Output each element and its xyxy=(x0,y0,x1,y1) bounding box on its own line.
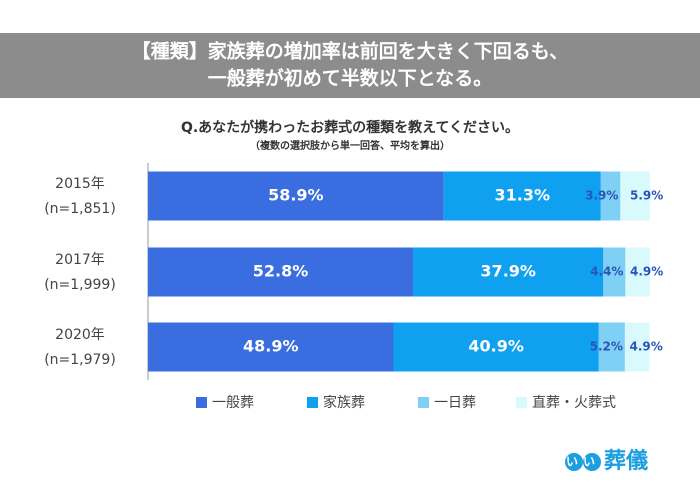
value-label: 40.9% xyxy=(468,337,524,356)
bar-segment xyxy=(624,322,650,372)
category-note: (n=1,979) xyxy=(44,352,116,368)
chart-title: 一般葬が初めて半数以下となる。 xyxy=(208,67,492,90)
value-label: 58.9% xyxy=(268,186,324,205)
logo-name: 葬儀 xyxy=(604,448,648,474)
legend-swatch xyxy=(196,397,207,408)
category-label: 2020年 xyxy=(55,327,105,343)
legend-swatch xyxy=(516,397,527,408)
value-label: 4.9% xyxy=(629,340,662,354)
value-label: 4.9% xyxy=(630,265,663,279)
legend-label: 直葬・火葬式 xyxy=(532,394,616,411)
bar-segment xyxy=(148,171,444,221)
logo: いい 葬儀 xyxy=(565,448,648,474)
legend-label: 一日葬 xyxy=(434,395,476,411)
value-label: 48.9% xyxy=(243,337,299,356)
bar-segment xyxy=(443,171,601,221)
logo-mark: いい xyxy=(566,455,600,469)
logo-circle xyxy=(583,453,601,471)
bar-segment xyxy=(620,171,650,221)
bar-segment xyxy=(148,322,394,372)
logo-circle xyxy=(565,453,583,471)
category-label: 2017年 xyxy=(55,252,105,268)
legend-label: 一般葬 xyxy=(212,395,254,411)
legend-swatch xyxy=(418,397,429,408)
bar-segment xyxy=(413,247,604,297)
bar-segment xyxy=(148,247,414,297)
legend-label: 家族葬 xyxy=(323,394,365,411)
bar-segment xyxy=(393,322,599,372)
value-label: 5.9% xyxy=(630,189,663,203)
subtitle: Q.あなたが携わったお葬式の種類を教えてください。 xyxy=(181,119,519,136)
note: （複数の選択肢から単一回答、平均を算出） xyxy=(250,139,450,152)
title-banner xyxy=(0,33,700,98)
category-label: 2015年 xyxy=(55,176,105,192)
legend-swatch xyxy=(307,397,318,408)
bar-segment xyxy=(598,322,625,372)
value-label: 5.2% xyxy=(590,340,623,354)
category-note: (n=1,999) xyxy=(44,277,116,293)
value-label: 37.9% xyxy=(480,262,536,281)
value-label: 3.9% xyxy=(585,189,618,203)
category-note: (n=1,851) xyxy=(44,201,116,217)
value-label: 52.8% xyxy=(253,262,309,281)
bar-segment xyxy=(603,247,626,297)
value-label: 4.4% xyxy=(590,265,623,279)
chart-title: 【種類】家族葬の増加率は前回を大きく下回るも、 xyxy=(132,40,568,63)
bar-segment xyxy=(600,171,621,221)
bar-segment xyxy=(625,247,650,297)
value-label: 31.3% xyxy=(494,186,550,205)
